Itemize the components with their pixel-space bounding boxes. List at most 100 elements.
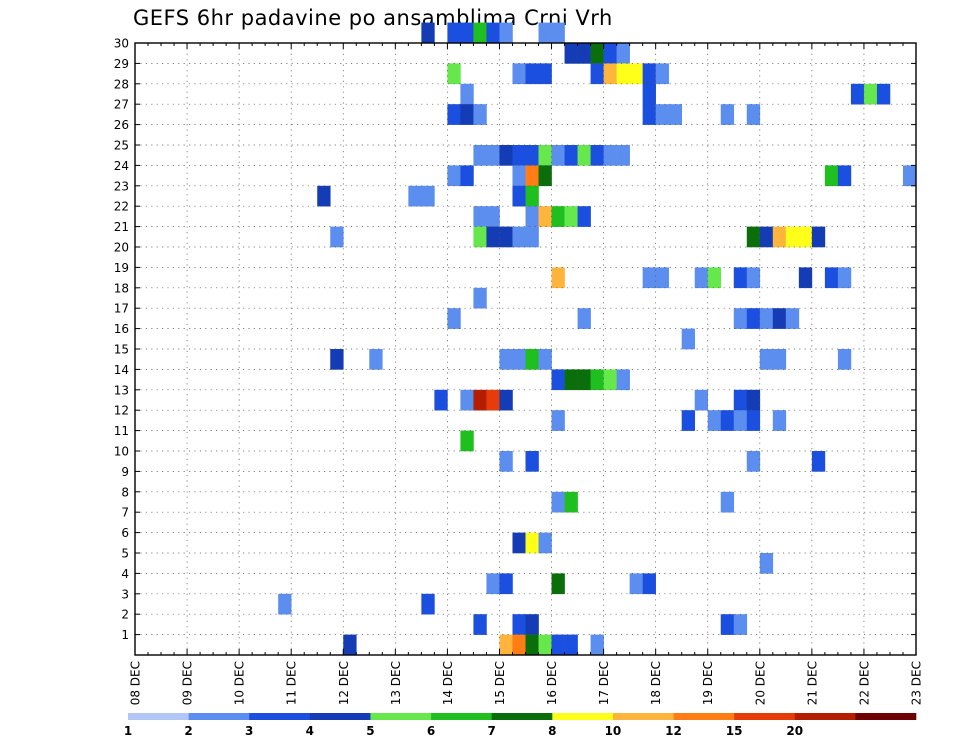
heatmap-cell xyxy=(512,634,526,656)
heatmap-cell xyxy=(720,410,735,431)
colorbar-segment xyxy=(128,713,189,720)
heatmap-cell xyxy=(525,63,539,85)
heatmap-cell xyxy=(525,634,539,656)
x-tick-label: 17 DEC xyxy=(597,661,611,705)
heatmap-cell xyxy=(499,226,513,248)
heatmap-cell xyxy=(447,63,461,85)
heatmap-cell xyxy=(603,43,617,64)
heatmap-cell xyxy=(746,451,761,472)
y-tick-label: 13 xyxy=(114,383,129,397)
heatmap-cell xyxy=(499,451,513,472)
heatmap-cell xyxy=(603,145,617,166)
y-tick-label: 7 xyxy=(121,506,129,520)
colorbar-label: 6 xyxy=(427,724,435,738)
y-tick-label: 3 xyxy=(121,587,129,601)
heatmap-cell xyxy=(759,226,774,248)
colorbar-label: 3 xyxy=(245,724,253,738)
heatmap-cell xyxy=(746,389,761,411)
heatmap-cell xyxy=(525,165,539,187)
colorbar-label: 1 xyxy=(124,724,132,738)
colorbar-segment xyxy=(491,713,553,720)
heatmap-cell xyxy=(759,308,774,329)
y-tick-label: 6 xyxy=(121,526,129,540)
heatmap-cell xyxy=(460,22,474,44)
colorbar-segment xyxy=(309,713,371,720)
heatmap-cell xyxy=(434,389,448,411)
heatmap-cell xyxy=(746,410,761,431)
heatmap-cell xyxy=(486,22,500,44)
heatmap-cell xyxy=(564,145,578,166)
heatmap-cell xyxy=(707,410,722,431)
colorbar-label: 20 xyxy=(786,724,803,738)
colorbar-label: 4 xyxy=(306,724,314,738)
x-tick-label: 09 DEC xyxy=(181,661,195,705)
heatmap-cell xyxy=(642,83,656,105)
heatmap-cell xyxy=(473,614,487,635)
heatmap-cell xyxy=(733,614,748,635)
heatmap-cell xyxy=(590,634,604,656)
heatmap-cell xyxy=(798,267,813,289)
heatmap-cell xyxy=(616,63,630,85)
heatmap-cell xyxy=(629,63,643,85)
heatmap-cell xyxy=(473,287,487,309)
heatmap-cell xyxy=(512,349,526,370)
heatmap-cell xyxy=(642,267,656,289)
heatmap-cell xyxy=(772,349,787,370)
y-tick-label: 25 xyxy=(114,139,129,153)
heatmap-cell xyxy=(577,369,591,391)
y-tick-label: 2 xyxy=(121,608,129,622)
heatmap-cell xyxy=(538,165,552,187)
y-tick-label: 26 xyxy=(114,118,129,132)
y-tick-label: 29 xyxy=(114,57,129,71)
heatmap-cell xyxy=(525,451,539,472)
heatmap-cell xyxy=(538,634,552,656)
y-tick-label: 1 xyxy=(121,628,129,642)
heatmap-cell xyxy=(512,145,526,166)
heatmap-cell xyxy=(512,63,526,85)
heatmap-cell xyxy=(330,349,344,370)
heatmap-cell xyxy=(694,389,709,411)
heatmap-cell xyxy=(551,369,565,391)
heatmap-cell xyxy=(733,389,748,411)
y-tick-label: 18 xyxy=(114,281,129,295)
heatmap-cell xyxy=(707,267,722,289)
x-tick-label: 21 DEC xyxy=(805,661,819,705)
y-tick-label: 28 xyxy=(114,77,129,91)
y-tick-label: 9 xyxy=(121,465,129,479)
heatmap-cell xyxy=(525,145,539,166)
x-tick-label: 13 DEC xyxy=(389,661,403,705)
heatmap-cell xyxy=(785,308,800,329)
y-tick-label: 15 xyxy=(114,343,129,357)
heatmap-cell xyxy=(369,349,383,370)
heatmap-cell xyxy=(720,491,735,513)
heatmap-cell xyxy=(486,389,500,411)
heatmap-cell xyxy=(811,451,826,472)
heatmap-cell xyxy=(694,267,709,289)
y-tick-label: 4 xyxy=(121,567,129,581)
heatmap-cell xyxy=(551,410,565,431)
heatmap-cell xyxy=(564,634,578,656)
colorbar-segment xyxy=(431,713,492,720)
heatmap-cell xyxy=(538,145,552,166)
heatmap-cell xyxy=(655,104,669,125)
heatmap-cell xyxy=(642,573,656,595)
heatmap-cell xyxy=(551,206,565,227)
heatmap-cell xyxy=(473,22,487,44)
colorbar-segment xyxy=(794,713,856,720)
heatmap-cell xyxy=(551,22,565,44)
y-tick-label: 16 xyxy=(114,322,129,336)
heatmap-cell xyxy=(837,165,852,187)
heatmap-cell xyxy=(564,369,578,391)
heatmap-cell xyxy=(460,430,474,452)
colorbar-label: 10 xyxy=(605,724,622,738)
heatmap-cell xyxy=(525,206,539,227)
heatmap-cell xyxy=(460,165,474,187)
y-tick-label: 14 xyxy=(114,363,129,377)
heatmap-cell xyxy=(486,145,500,166)
y-tick-label: 10 xyxy=(114,445,129,459)
heatmap-cell xyxy=(720,104,735,125)
heatmap-cell xyxy=(590,145,604,166)
heatmap-cell xyxy=(837,267,852,289)
heatmap-cell xyxy=(551,145,565,166)
